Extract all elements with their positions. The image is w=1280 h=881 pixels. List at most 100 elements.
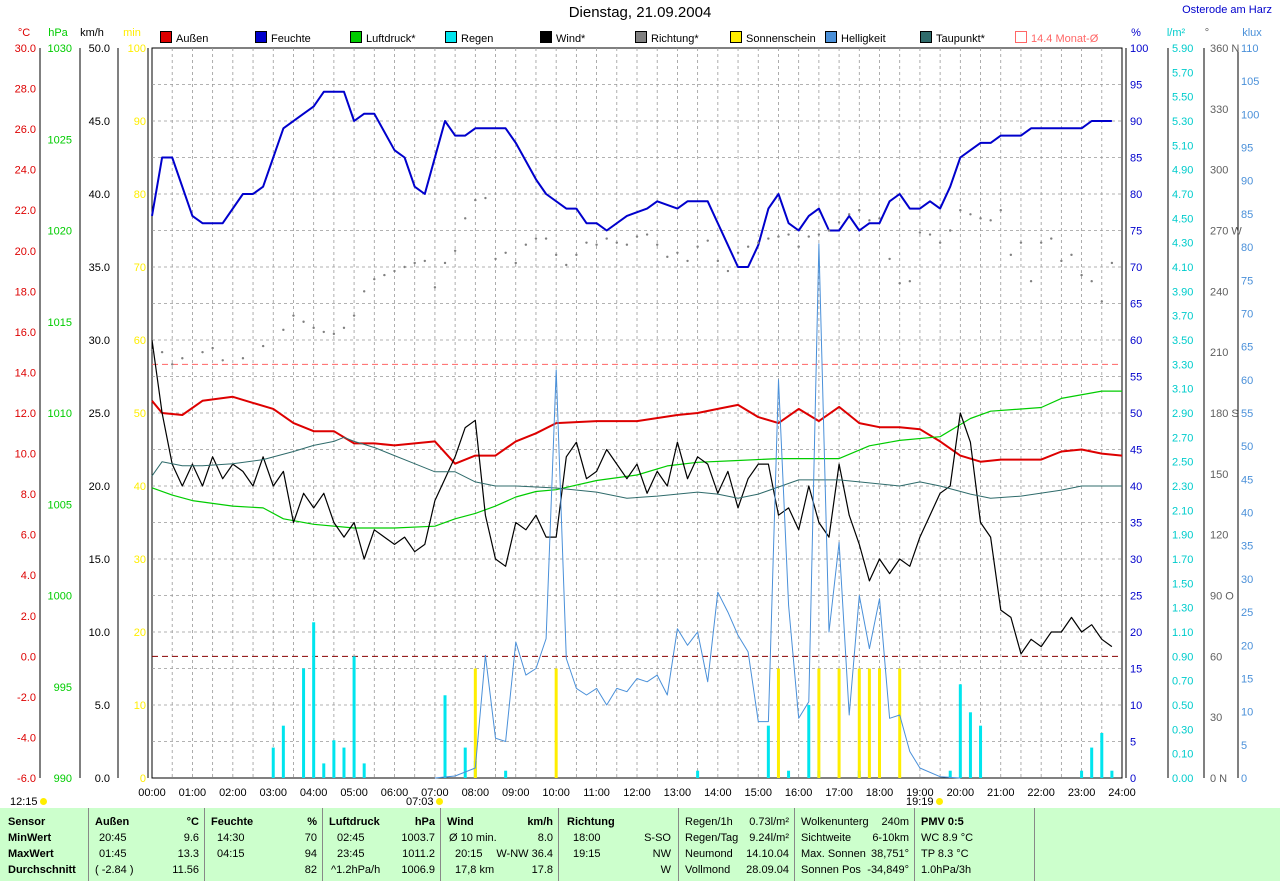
tick-label-temp: 2.0 [21,611,36,623]
legend-swatch [255,31,267,43]
point-richtung [332,332,336,336]
x-tick-label: 06:00 [381,787,409,799]
point-richtung [757,241,760,244]
table-col-aussen: Außen °C 20:45 9.6 01:45 13.3 ( -2.84 ) … [88,808,205,881]
point-richtung [726,269,730,273]
point-richtung [908,279,912,283]
x-tick-label: 18:00 [866,787,894,799]
min-value: 70 [304,832,317,844]
tick-label-rain: 3.70 [1172,311,1193,323]
point-richtung [352,314,356,317]
min-time: 14:30 [217,832,245,844]
point-richtung [888,257,891,261]
point-richtung [504,251,507,255]
point-richtung [847,213,851,216]
max-time: 04:15 [217,848,245,860]
wolken-label-4: Sonnen Pos [801,864,861,876]
bar-regen [271,747,275,778]
point-richtung [423,259,427,263]
tick-label-min: 20 [134,627,146,639]
tick-label-rain: 1.30 [1172,603,1193,615]
tick-label-hum: 35 [1130,518,1142,530]
sun-dot-icon [935,798,943,805]
sunrise-label: 07:03 [406,796,443,808]
point-richtung [211,346,214,350]
statistics-table: Sensor MinWert MaxWert Durchschnitt Auße… [0,808,1280,881]
point-richtung [918,231,922,234]
solar-noon-label: 12:15 [10,796,47,808]
regen-value-2: 9.24l/m² [749,832,789,844]
bar-sonnenschein [867,668,871,778]
table-col-pmv: PMV 0:5 WC 8.9 °C TP 8.3 °C 1.0hPa/3h [914,808,1035,881]
tick-label-dir: 150 [1210,469,1228,481]
point-richtung [676,251,679,255]
tick-label-klux: 0 [1241,773,1247,785]
tick-label-min: 80 [134,189,146,201]
tick-label-hum: 75 [1130,226,1142,238]
tick-label-dir: 210 [1210,347,1228,359]
legend-label: Luftdruck* [366,33,416,45]
point-richtung [868,219,871,222]
min-time: 02:45 [337,832,365,844]
x-tick-label: 11:00 [583,787,610,799]
tick-label-rain: 1.10 [1172,627,1193,639]
legend-swatch [730,31,742,43]
tick-label-hpa: 990 [54,773,72,785]
tick-label-rain: 5.10 [1172,140,1193,152]
pressure-trend-label: 1.0hPa/3h [921,864,972,876]
tick-label-klux: 50 [1241,441,1253,453]
point-richtung [292,314,295,317]
legend-item-monthly-average: 14.4 Monat-Ø [1015,31,1098,45]
x-tick-label: 22:00 [1027,787,1055,799]
max-value: W-NW 36.4 [496,848,553,860]
tick-label-klux: 5 [1241,740,1247,752]
bar-regen [968,712,972,778]
tick-label-temp: 18.0 [15,286,36,298]
point-richtung [746,245,750,248]
point-richtung [171,363,174,366]
regen-label-4: Vollmond [685,864,731,876]
col-unit: km/h [527,816,553,828]
row-head-avg: Durchschnitt [8,864,76,876]
point-richtung [1039,241,1043,244]
min-value: S-SO [644,832,671,844]
tick-label-kmh: 35.0 [89,262,110,274]
point-richtung [969,213,972,216]
point-richtung [645,233,649,236]
bar-regen [979,725,983,778]
wolken-label-2: Sichtweite [801,832,852,844]
row-head-max: MaxWert [8,848,54,860]
x-tick-label: 15:00 [744,787,772,799]
x-tick-label: 08:00 [462,787,490,799]
tick-label-rain: 4.90 [1172,165,1193,177]
point-richtung [1080,273,1083,277]
pmv-label: PMV 0:5 [921,816,964,828]
legend-swatch [160,31,172,43]
bar-regen [807,705,811,778]
x-tick-label: 19:00 [906,787,934,799]
point-richtung [241,357,245,360]
axis-unit-kmh: km/h [80,27,104,39]
tick-label-temp: 22.0 [15,205,36,217]
tick-label-klux: 15 [1241,673,1253,685]
bar-regen [463,747,467,778]
tick-label-rain: 1.70 [1172,554,1193,566]
line-aussen [151,395,1123,465]
legend-label: Helligkeit [841,33,886,45]
regen-value-4: 28.09.04 [746,864,789,876]
tick-label-klux: 55 [1241,408,1253,420]
tick-label-hpa: 1020 [48,226,72,238]
tick-label-rain: 2.50 [1172,457,1193,469]
location-label: Osterode am Harz [1182,4,1272,16]
bar-regen [504,770,508,778]
point-richtung [453,249,457,252]
point-richtung [938,241,942,244]
col-head: Luftdruck [329,816,380,828]
x-tick-label: 12:00 [623,787,651,799]
legend: Außen Feuchte Luftdruck* Regen Wind* Ric… [0,31,1280,45]
max-time: 01:45 [99,848,127,860]
tick-label-temp: 0.0 [21,651,36,663]
point-richtung [686,259,689,263]
tick-label-temp: -4.0 [17,732,36,744]
max-value: 13.3 [177,848,199,860]
